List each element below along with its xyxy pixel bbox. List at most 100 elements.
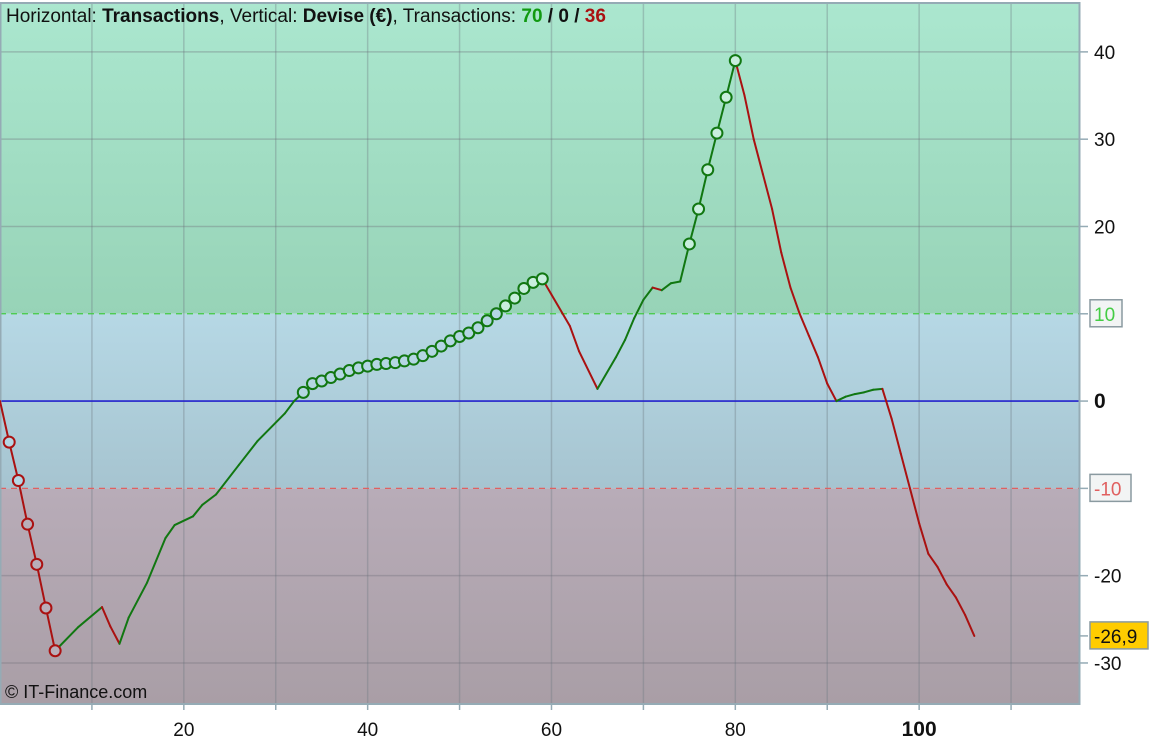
line-segment	[192, 503, 204, 518]
copyright: © IT-Finance.com	[5, 682, 148, 702]
data-point	[480, 314, 494, 328]
y-tick-label: 30	[1094, 130, 1115, 151]
line-segment	[550, 293, 571, 328]
line-segment	[35, 563, 47, 609]
line-segment	[146, 537, 167, 584]
data-point	[21, 517, 35, 531]
zone-high	[0, 3, 1080, 314]
count-zero: 0	[558, 6, 569, 27]
vertical-value: Devise (€)	[302, 6, 393, 27]
line-segment	[752, 138, 764, 176]
line-segment	[596, 356, 617, 390]
separator: /	[568, 6, 585, 27]
y-tick-label: 20	[1094, 217, 1115, 238]
data-point	[39, 601, 53, 615]
horizontal-label: Horizontal:	[6, 6, 103, 27]
x-tick-label: 80	[725, 720, 746, 741]
line-segment	[780, 251, 792, 289]
data-point	[2, 435, 16, 449]
line-segment	[798, 312, 810, 337]
data-point	[30, 557, 44, 571]
lower-threshold-label: -10	[1094, 479, 1121, 500]
line-segment	[927, 552, 939, 568]
zone-low	[0, 488, 1080, 704]
plot-border	[0, 2, 1081, 705]
line-segment	[954, 596, 967, 616]
line-segment	[863, 388, 875, 394]
line-segment	[826, 382, 838, 403]
line-segment	[844, 393, 856, 398]
line-segment	[890, 417, 902, 455]
data-point	[489, 307, 503, 321]
line-segment	[127, 581, 149, 619]
data-point	[296, 385, 310, 399]
lower-threshold-label-box	[1089, 473, 1132, 503]
line-segment	[201, 493, 217, 506]
data-point	[710, 126, 724, 140]
x-tick-label: 100	[902, 718, 937, 741]
data-point	[719, 90, 733, 104]
line-segment	[633, 298, 645, 320]
y-tick-label: 0	[1094, 390, 1106, 413]
line-segment	[283, 400, 296, 415]
separator: /	[542, 6, 559, 27]
vertical-label: , Vertical:	[219, 6, 303, 27]
data-point	[471, 321, 485, 335]
line-segment	[101, 606, 112, 628]
line-segment	[964, 613, 976, 637]
y-tick-label: -20	[1094, 567, 1121, 588]
line-segment	[853, 391, 865, 396]
upper-threshold-label: 10	[1094, 305, 1115, 326]
line-segment	[936, 565, 948, 586]
line-segment	[872, 387, 884, 391]
line-segment	[807, 334, 820, 359]
line-segment	[256, 412, 286, 443]
line-segment	[761, 173, 774, 211]
line-segment	[881, 387, 893, 420]
line-segment	[0, 400, 11, 444]
data-point	[48, 644, 62, 658]
line-segment	[918, 522, 930, 555]
data-point	[682, 237, 696, 251]
data-point	[499, 299, 513, 313]
line-segment	[237, 440, 259, 466]
line-segment	[945, 583, 957, 599]
count-up: 70	[521, 6, 543, 27]
line-segment	[164, 524, 176, 540]
line-segment	[624, 317, 636, 341]
line-segment	[817, 356, 829, 385]
x-tick-label: 40	[357, 720, 378, 741]
line-segment	[651, 286, 663, 292]
transactions-label: , Transactions:	[392, 6, 522, 27]
line-segment	[697, 168, 709, 211]
count-down: 36	[584, 6, 606, 27]
x-tick-label: 20	[173, 720, 194, 741]
y-tick-label: -30	[1094, 654, 1121, 675]
data-point	[701, 163, 715, 177]
line-segment	[899, 452, 911, 490]
data-point	[535, 272, 549, 286]
line-segment	[568, 325, 581, 353]
line-segment	[660, 282, 672, 292]
y-tick-label: 40	[1094, 43, 1115, 64]
data-point	[508, 291, 522, 305]
last-value-label-box	[1089, 621, 1149, 650]
line-segment	[26, 523, 38, 566]
line-segment	[578, 350, 599, 390]
line-segment	[642, 286, 654, 301]
line-segment	[908, 487, 921, 525]
horizontal-value: Transactions	[102, 6, 220, 27]
line-segment	[173, 515, 195, 527]
data-point	[11, 474, 25, 488]
line-segment	[44, 606, 57, 652]
data-point	[692, 202, 706, 216]
line-segment	[743, 94, 755, 141]
line-segment	[835, 395, 847, 403]
line-segment	[771, 208, 783, 254]
line-segment	[109, 625, 121, 645]
line-segment	[17, 479, 29, 526]
line-segment	[614, 338, 627, 359]
chart-header: Horizontal: Transactions, Vertical: Devi…	[6, 6, 606, 28]
line-segment	[77, 606, 104, 629]
